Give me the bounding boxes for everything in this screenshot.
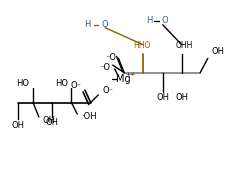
Text: O⁻: O⁻ [102, 86, 113, 95]
Text: OH: OH [156, 93, 169, 102]
Text: ⁻O: ⁻O [106, 53, 117, 62]
Text: HHO: HHO [133, 41, 150, 50]
Text: OHH: OHH [175, 41, 192, 50]
Text: ⁻O: ⁻O [100, 63, 111, 72]
Text: H: H [84, 20, 91, 29]
Text: OH: OH [175, 93, 188, 102]
Text: OH: OH [46, 118, 59, 127]
Text: OH: OH [43, 116, 56, 125]
Text: O⁻: O⁻ [70, 81, 81, 90]
Text: ++: ++ [126, 72, 136, 77]
Text: OH: OH [212, 47, 225, 56]
Text: ·OH: ·OH [81, 112, 97, 122]
Text: Mg: Mg [116, 74, 131, 83]
Text: OH: OH [11, 121, 24, 130]
Text: O: O [162, 16, 168, 25]
Text: HO: HO [16, 79, 29, 88]
Text: HO: HO [55, 79, 68, 88]
Text: H: H [146, 16, 152, 25]
Text: O: O [101, 20, 108, 29]
